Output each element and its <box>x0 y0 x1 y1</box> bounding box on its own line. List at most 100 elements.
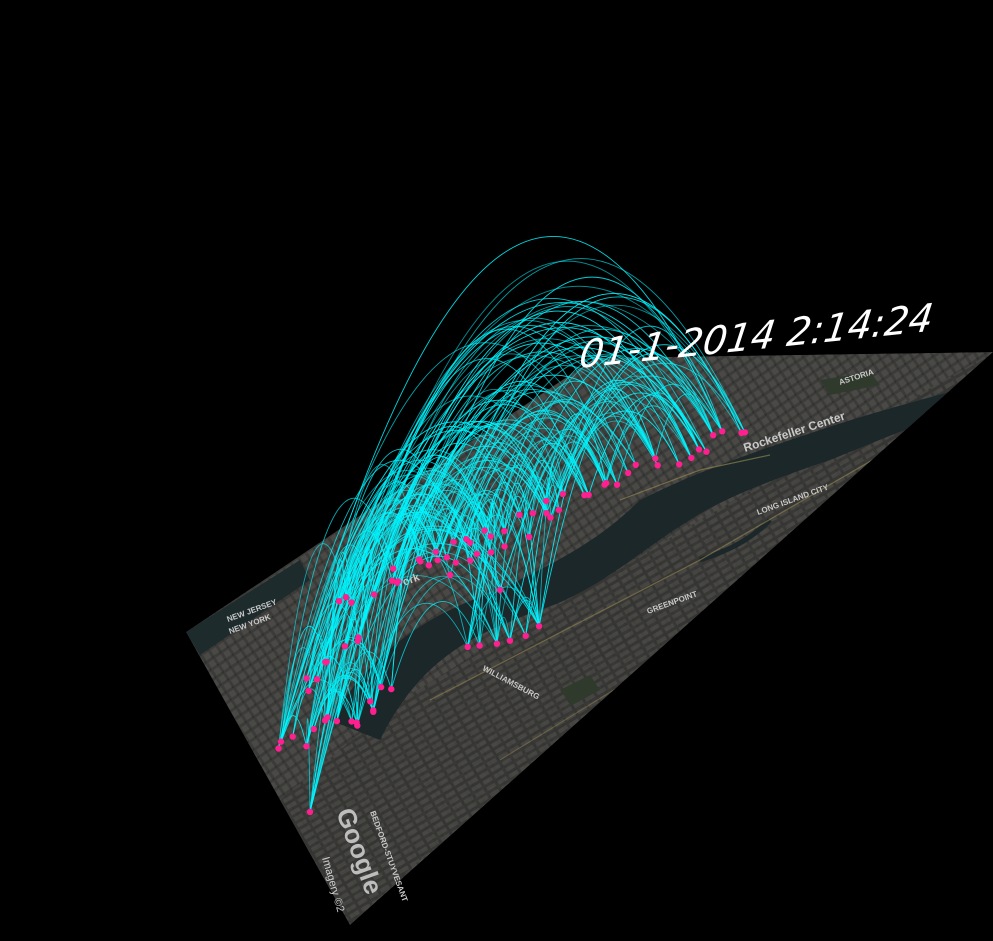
trip-arc <box>380 575 511 688</box>
trip-arc <box>390 601 481 690</box>
trip-arc <box>392 456 547 569</box>
station-marker <box>335 598 343 605</box>
trip-arc <box>437 413 618 561</box>
station-marker <box>277 738 285 745</box>
trip-arc <box>327 551 352 718</box>
station-marker <box>464 643 471 651</box>
trip-arc <box>338 571 359 641</box>
trip-arc <box>476 520 481 646</box>
trip-arc <box>479 436 590 646</box>
trip-arc <box>437 293 742 561</box>
hudson-river <box>186 560 310 655</box>
trip-arc <box>484 482 540 627</box>
trip-arc <box>469 501 498 644</box>
station-marker <box>652 455 659 462</box>
trip-arc <box>467 380 637 647</box>
station-marker <box>493 640 501 647</box>
trip-arc <box>562 375 714 495</box>
station-marker <box>370 591 378 598</box>
station-marker <box>496 586 504 594</box>
station-marker <box>348 718 355 725</box>
station-marker <box>367 698 374 705</box>
station-marker <box>535 623 543 630</box>
station-marker <box>417 558 424 565</box>
station-marker <box>432 548 439 556</box>
trip-arc <box>336 555 511 722</box>
station-marker <box>446 571 454 579</box>
trip-arc <box>369 493 448 702</box>
trip-arc <box>305 637 382 747</box>
trip-arc <box>525 325 723 636</box>
station-marker <box>525 533 533 541</box>
trip-arc <box>616 383 714 485</box>
trip-arc <box>605 424 656 484</box>
station-marker <box>306 808 314 816</box>
trip-arc <box>313 338 680 730</box>
trip-arc <box>351 327 707 603</box>
trip-arc <box>305 258 746 747</box>
station-marker <box>467 557 474 564</box>
station-marker <box>450 538 457 546</box>
trip-arc <box>357 310 692 642</box>
trip-arc <box>338 395 564 602</box>
trip-arc <box>327 672 374 718</box>
trip-arc <box>380 479 492 688</box>
station-marker <box>305 687 312 695</box>
trip-arc <box>336 454 492 722</box>
trip-arc <box>605 405 692 484</box>
station-marker <box>289 733 296 740</box>
station-marker <box>613 481 621 488</box>
trip-arc <box>503 482 540 627</box>
station-marker <box>303 743 310 750</box>
trip-arc <box>588 394 700 496</box>
station-marker <box>443 554 450 561</box>
station-marker <box>547 514 554 521</box>
trip-arc <box>437 328 714 561</box>
trip-arc <box>545 477 551 518</box>
station-marker <box>310 725 317 733</box>
trip-arc <box>278 647 318 749</box>
trip-arc <box>509 380 680 641</box>
station-marker <box>388 685 395 693</box>
trip-arc <box>469 514 540 627</box>
trip-arc <box>396 466 520 583</box>
station-marker <box>559 490 566 498</box>
trip-arc <box>550 410 680 518</box>
station-marker <box>585 491 592 499</box>
station-marker <box>342 594 350 601</box>
trip-arc <box>503 443 590 532</box>
station-marker <box>353 719 360 726</box>
trip-arc <box>280 497 394 742</box>
trip-arc <box>465 357 692 540</box>
trip-arc <box>313 676 374 730</box>
station-marker <box>695 446 703 453</box>
trip-arc <box>344 384 629 647</box>
station-marker <box>341 643 349 650</box>
station-marker <box>625 469 632 477</box>
trip-arc <box>305 718 311 813</box>
station-marker <box>703 448 710 455</box>
station-marker <box>303 675 310 682</box>
station-marker <box>506 637 514 644</box>
trip-arc <box>469 499 505 561</box>
station-marker <box>501 527 508 535</box>
trip-arc <box>309 464 421 813</box>
station-marker <box>348 599 355 606</box>
trip-arc <box>490 439 590 537</box>
trip-arc <box>391 404 585 581</box>
trip-arc <box>308 634 326 691</box>
station-marker <box>377 683 385 691</box>
station-marker <box>555 506 563 514</box>
station-marker <box>487 533 494 540</box>
station-marker <box>688 454 695 462</box>
trip-arc <box>306 474 471 679</box>
trip-arc <box>435 365 656 553</box>
station-marker <box>275 745 282 752</box>
station-markers <box>275 428 749 816</box>
station-marker <box>719 428 726 435</box>
station-marker <box>466 539 474 546</box>
station-marker <box>516 511 523 518</box>
trip-arc <box>538 353 714 627</box>
station-marker <box>487 549 495 556</box>
